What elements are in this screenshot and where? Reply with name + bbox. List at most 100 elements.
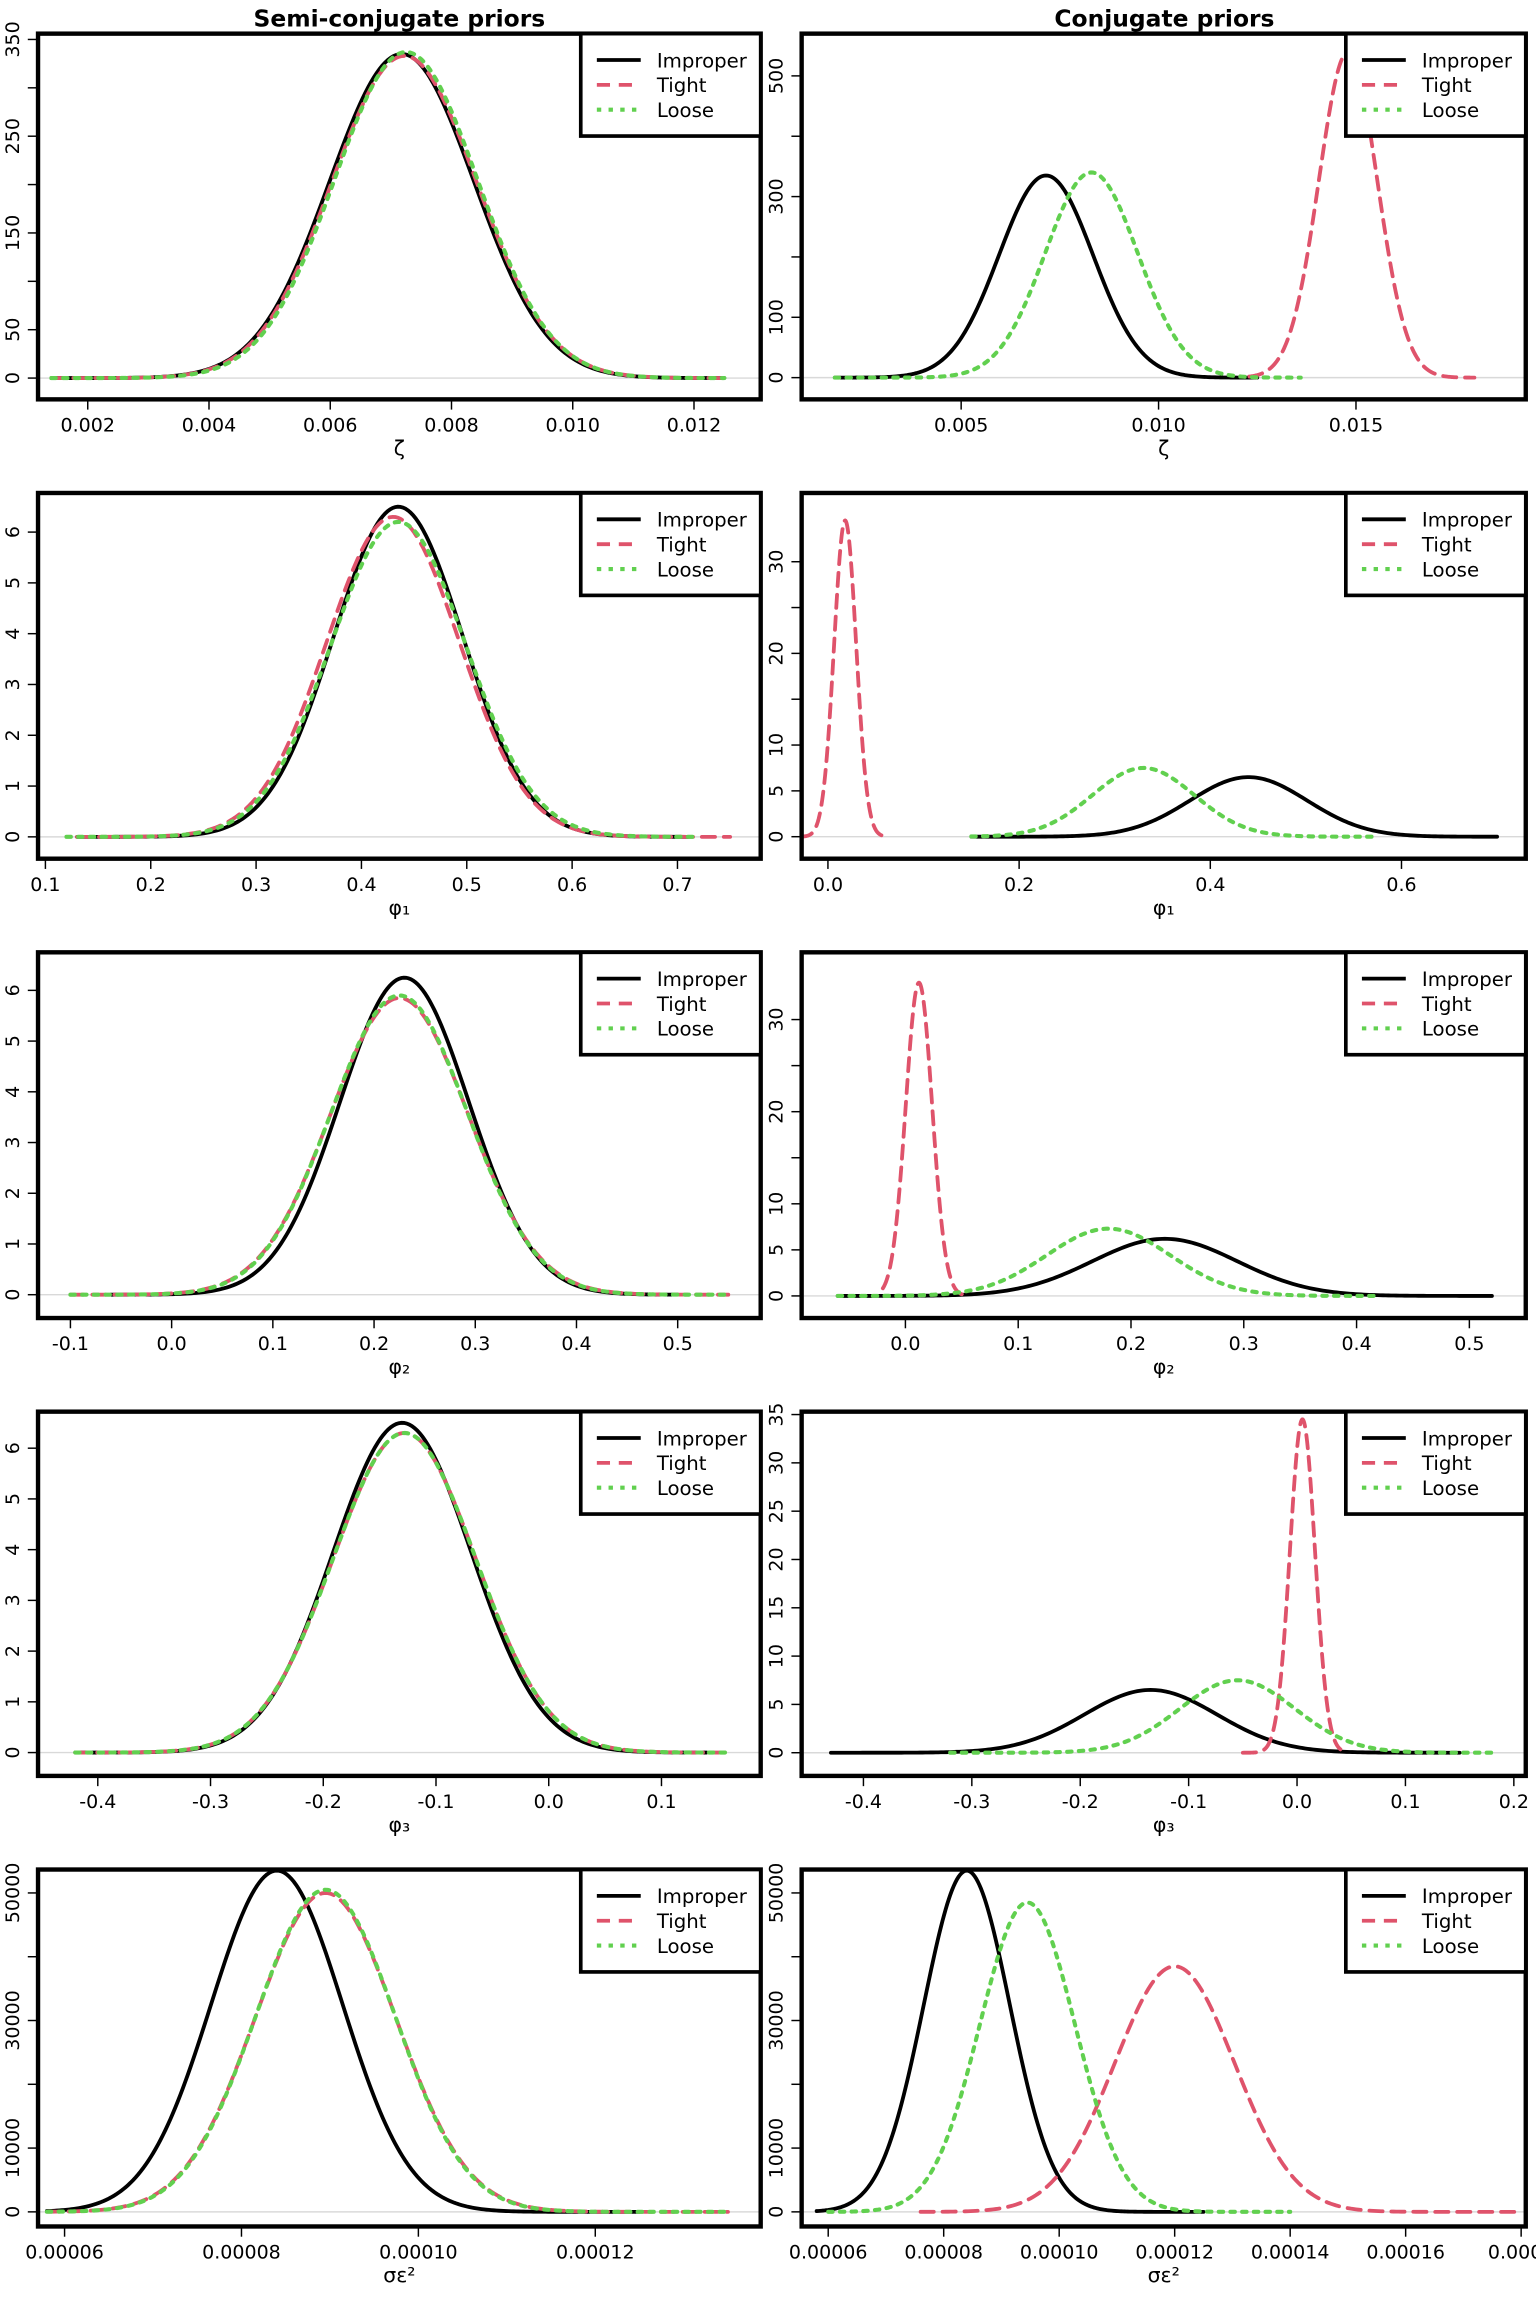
legend-label-improper: Improper: [1422, 509, 1513, 532]
series-line-loose: [832, 170, 1303, 380]
legend-box: [578, 491, 763, 598]
y-tick-label: 30000: [2, 1990, 24, 2050]
x-axis-label: φ₁: [389, 895, 411, 919]
y-tick-label: 30000: [766, 1990, 788, 2050]
y-tick-label: 0: [2, 1747, 24, 1759]
x-tick-label: 0.5: [663, 1333, 693, 1355]
y-tick-label: 25: [766, 1499, 788, 1523]
y-tick-label: 4: [2, 628, 24, 640]
x-tick-label: -0.4: [845, 1791, 882, 1813]
y-tick-label: 1: [2, 1696, 24, 1708]
y-tick-label: 250: [2, 118, 24, 154]
x-tick-label: 0.6: [557, 874, 587, 896]
x-axis-label: φ₂: [389, 1355, 411, 1379]
legend-label-tight: Tight: [656, 74, 707, 97]
plot-frame: [799, 31, 1528, 402]
series-line-improper: [835, 1236, 1494, 1298]
x-axis-label: φ₃: [389, 1812, 411, 1836]
legend-label-tight: Tight: [656, 1452, 707, 1475]
x-tick-label: 0.00012: [556, 2242, 635, 2264]
x-tick-label: 0.2: [1116, 1333, 1146, 1355]
x-tick-label: 0.004: [182, 415, 236, 437]
legend-box: [1344, 31, 1528, 138]
series-line-loose: [969, 765, 1375, 839]
x-tick-label: 0.3: [460, 1333, 490, 1355]
panel-1: 0.002 0.004 0.006 0.008 0.010 0.012 0 50 150 250 3…: [2, 21, 763, 460]
plot-frame: [799, 950, 1528, 1321]
y-tick-label: 0: [766, 1747, 788, 1759]
x-tick-label: 0.1: [646, 1791, 676, 1813]
series-line-loose: [44, 1887, 731, 2214]
x-tick-label: -0.1: [52, 1333, 89, 1355]
x-tick-label: 0.1: [1003, 1333, 1033, 1355]
y-tick-label: 20: [766, 1100, 788, 1124]
x-tick-label: 0.4: [561, 1333, 591, 1355]
y-tick-label: 300: [766, 178, 788, 214]
panel-5: -0.1 0.0 0.1 0.2 0.3 0.4 0.5 0 1 2 3 4 5 6 φ₂ ImproperT…: [2, 950, 763, 1379]
x-tick-label: -0.3: [953, 1791, 990, 1813]
panel-2: 0.005 0.010 0.015 0 100 300 500 ζ ImproperTightL…: [766, 31, 1528, 460]
series-line-improper: [832, 173, 1260, 380]
x-tick-label: 0.6: [1386, 874, 1416, 896]
y-tick-label: 5: [2, 577, 24, 589]
plot-frame: [799, 1867, 1528, 2229]
legend-label-improper: Improper: [657, 509, 748, 532]
y-tick-label: 20: [766, 1547, 788, 1571]
legend-label-loose: Loose: [1422, 1477, 1479, 1500]
legend-label-tight: Tight: [1421, 1452, 1472, 1475]
x-tick-label: 0.00010: [379, 2242, 458, 2264]
y-tick-label: 6: [2, 1442, 24, 1454]
x-axis-label: φ₃: [1153, 1812, 1175, 1836]
legend-box: [1344, 1409, 1528, 1516]
series-line-tight: [801, 518, 888, 839]
legend-label-improper: Improper: [1422, 1427, 1513, 1450]
y-tick-label: 4: [2, 1086, 24, 1098]
x-tick-label: 0.00016: [1366, 2242, 1445, 2264]
x-tick-label: -0.2: [1062, 1791, 1099, 1813]
y-tick-label: 0: [766, 831, 788, 843]
panel-10: 0.00006 0.00008 0.00010 0.00012 0.00014 0.000…: [766, 1863, 1536, 2287]
x-tick-label: 0.3: [241, 874, 271, 896]
panel-7: -0.4 -0.3 -0.2 -0.1 0.0 0.1 0 1 2 3 4 5 6 φ₃ ImproperT…: [2, 1409, 763, 1836]
y-tick-label: 0: [2, 2206, 24, 2218]
x-tick-label: 0.7: [662, 874, 692, 896]
series-line-tight: [880, 980, 964, 1297]
column-title-semi-conjugate: Semi-conjugate priors: [254, 4, 546, 32]
x-tick-label: 0.00006: [25, 2242, 104, 2264]
x-tick-label: 0.4: [346, 874, 376, 896]
y-tick-label: 2: [2, 1187, 24, 1199]
x-tick-label: 0.002: [61, 415, 115, 437]
legend-label-loose: Loose: [1422, 99, 1479, 122]
y-tick-label: 5: [2, 1493, 24, 1505]
series-line-tight: [1247, 49, 1477, 380]
legend-label-tight: Tight: [656, 533, 707, 556]
x-tick-label: 0.0001: [1488, 2242, 1536, 2264]
x-axis-label: σε²: [1148, 2263, 1180, 2287]
y-tick-label: 6: [2, 526, 24, 538]
legend-box: [578, 31, 763, 138]
y-tick-label: 10: [766, 1644, 788, 1668]
x-axis-label: σε²: [383, 2263, 415, 2287]
series-line-loose: [64, 519, 701, 839]
x-tick-label: -0.1: [417, 1791, 454, 1813]
series-line-improper: [814, 1869, 1206, 2214]
plot-frame: [35, 1867, 763, 2229]
x-tick-label: 0.015: [1329, 415, 1383, 437]
series-line-loose: [73, 1430, 732, 1755]
legend-label-tight: Tight: [1421, 993, 1472, 1016]
x-tick-label: 0.0: [813, 874, 843, 896]
y-tick-label: 5: [2, 1035, 24, 1047]
legend-label-improper: Improper: [657, 1427, 748, 1450]
plot-frame: [799, 1409, 1528, 1779]
x-tick-label: 0.005: [934, 415, 988, 437]
x-tick-label: 0.2: [1004, 874, 1034, 896]
series-line-loose: [68, 993, 731, 1297]
